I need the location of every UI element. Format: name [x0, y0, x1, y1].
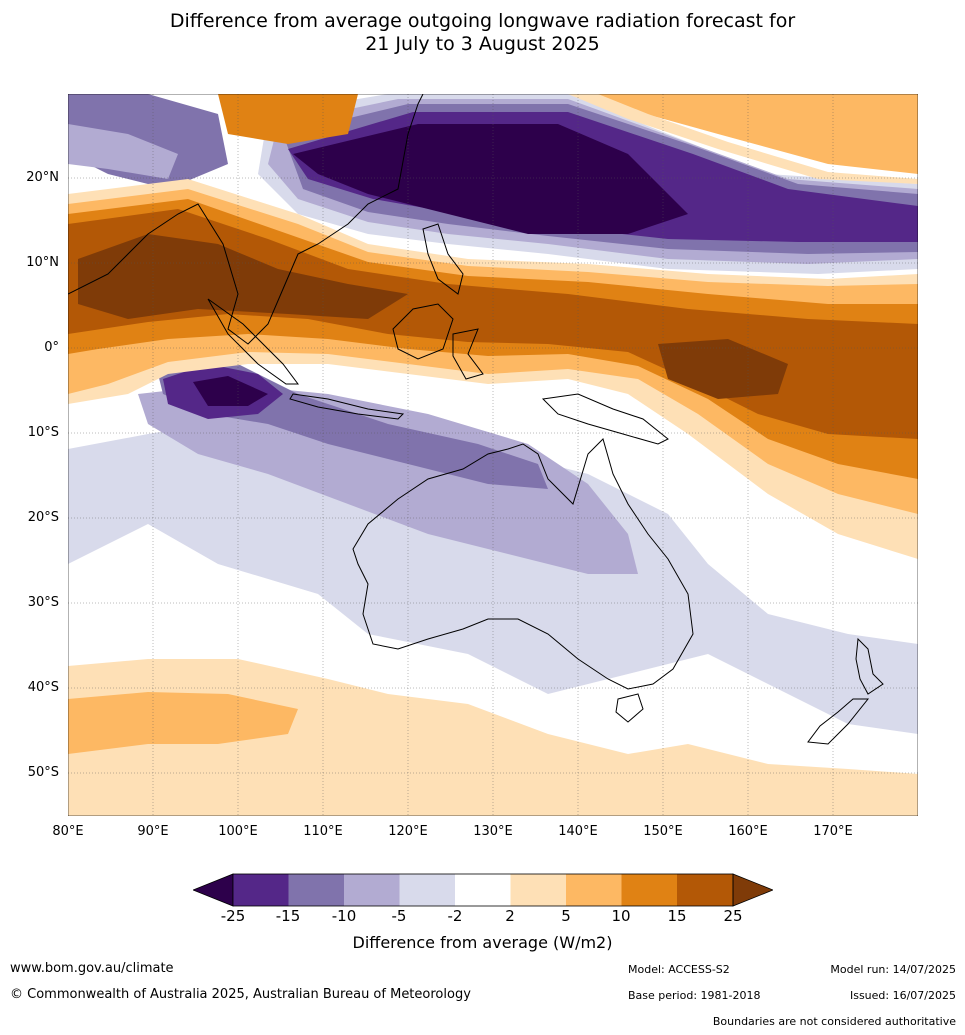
coastlines	[68, 94, 884, 745]
colorbar-label: Difference from average (W/m2)	[352, 933, 613, 952]
anomaly-region-dark-brown-west	[78, 234, 408, 319]
lat-label-40s: 40°S	[27, 680, 59, 695]
new-zealand-south-coastline	[807, 698, 870, 745]
lat-label-30s: 30°S	[27, 595, 59, 610]
colorbar	[191, 873, 775, 907]
model-run-date: Model run: 14/07/2025	[830, 963, 956, 976]
lat-label-0: 0°	[44, 340, 59, 355]
bom-url-link[interactable]: www.bom.gov.au/climate	[10, 961, 174, 976]
lon-label-130e: 130°E	[473, 824, 513, 839]
anomaly-region-mid-purple-south	[138, 384, 638, 574]
graticule	[68, 94, 918, 816]
lat-label-50s: 50°S	[27, 765, 59, 780]
colorbar-tick-5: 2	[505, 907, 515, 925]
base-period: Base period: 1981-2018	[628, 989, 761, 1002]
lon-label-120e: 120°E	[388, 824, 428, 839]
olr-anomaly-map	[68, 94, 918, 816]
lat-label-10n: 10°N	[26, 255, 59, 270]
colorbar-tick-4: -2	[447, 907, 463, 925]
colorbar-swatch-9	[677, 874, 733, 906]
colorbar-svg	[191, 873, 775, 907]
colorbar-swatch-6	[510, 874, 566, 906]
anomaly-region-light-orange-north	[568, 94, 918, 184]
java-coastline	[289, 393, 405, 420]
colorbar-tick-3: -5	[391, 907, 407, 925]
lat-label-10s: 10°S	[27, 425, 59, 440]
colorbar-swatch-4	[399, 874, 455, 906]
colorbar-tick-8: 15	[667, 907, 687, 925]
lon-label-170e: 170°E	[813, 824, 853, 839]
lon-label-110e: 110°E	[303, 824, 343, 839]
lon-label-140e: 140°E	[558, 824, 598, 839]
colorbar-arrow-low	[191, 873, 234, 907]
colorbar-tick-1: -15	[275, 907, 301, 925]
colorbar-tick-2: -10	[331, 907, 357, 925]
new-zealand-north-coastline	[855, 637, 884, 695]
anomaly-region-light-purple-west	[68, 124, 178, 179]
lon-label-80e: 80°E	[52, 824, 84, 839]
lat-label-20s: 20°S	[27, 510, 59, 525]
colorbar-swatch-8	[621, 874, 677, 906]
anomaly-region-darkest-purple-north	[293, 124, 688, 234]
title-line-2: 21 July to 3 August 2025	[365, 33, 600, 55]
mainland-asia-coastline	[68, 94, 424, 345]
colorbar-swatch-7	[566, 874, 622, 906]
colorbar-frame	[232, 873, 734, 907]
colorbar-tick-9: 25	[723, 907, 743, 925]
anomaly-region-orange-south	[68, 692, 298, 754]
colorbar-swatch-5	[455, 874, 511, 906]
anomaly-region-dark-brown-east	[658, 339, 788, 399]
boundaries-disclaimer: Boundaries are not considered authoritat…	[712, 1015, 956, 1028]
copyright-text: © Commonwealth of Australia 2025, Austra…	[10, 987, 471, 1002]
philippines-coastline	[422, 223, 464, 295]
model-name: Model: ACCESS-S2	[628, 963, 730, 976]
lat-label-20n: 20°N	[26, 170, 59, 185]
new-guinea-coastline	[541, 393, 669, 445]
title-line-1: Difference from average outgoing longwav…	[169, 10, 796, 32]
colorbar-swatch-2	[288, 874, 344, 906]
map-canvas	[68, 94, 918, 816]
colorbar-arrow-high	[732, 873, 775, 907]
anomaly-region-darkest-purple-indian	[193, 376, 268, 406]
colorbar-tick-0: -25	[220, 907, 246, 925]
borneo-coastline	[392, 303, 454, 360]
colorbar-swatch-3	[344, 874, 400, 906]
lon-label-90e: 90°E	[137, 824, 169, 839]
colorbar-swatch-1	[233, 874, 289, 906]
colorbar-tick-7: 10	[611, 907, 631, 925]
anomaly-region-light-orange-south	[68, 659, 918, 816]
lon-label-160e: 160°E	[728, 824, 768, 839]
lon-label-150e: 150°E	[643, 824, 683, 839]
lon-label-100e: 100°E	[218, 824, 258, 839]
sulawesi-coastline	[452, 328, 484, 380]
map-title: Difference from average outgoing longwav…	[0, 10, 965, 56]
sumatra-coastline	[207, 298, 299, 385]
tasmania-coastline	[615, 693, 644, 723]
colorbar-tick-6: 5	[561, 907, 571, 925]
australia-coastline	[352, 438, 694, 690]
issued-date: Issued: 16/07/2025	[849, 989, 956, 1002]
